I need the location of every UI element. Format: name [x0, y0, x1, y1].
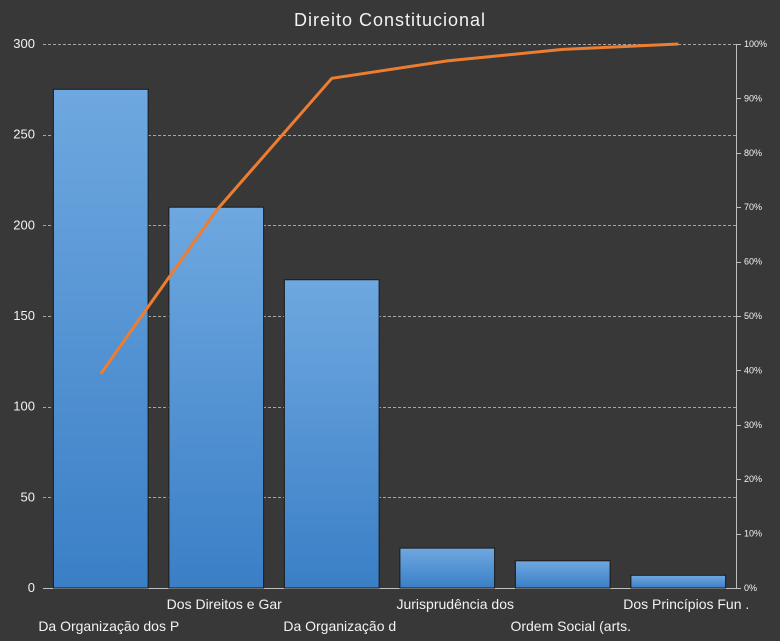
x-category-label: Dos Princípios Fun . [623, 596, 749, 612]
secondary-y-tick-label: 60% [744, 257, 762, 267]
y-tick-label: 150 [13, 308, 35, 323]
secondary-y-tick-label: 50% [744, 311, 762, 321]
secondary-y-tick-label: 20% [744, 474, 762, 484]
secondary-y-tick-label: 0% [744, 583, 757, 593]
y-tick-label: 250 [13, 127, 35, 142]
bar-2 [168, 206, 265, 589]
cumulative-line-layer [99, 42, 679, 375]
y-tick-label: 100 [13, 399, 35, 414]
bar-3 [283, 279, 380, 589]
chart-title: Direito Constitucional [294, 10, 486, 30]
bars [52, 88, 727, 589]
secondary-y-tick-label: 100% [744, 39, 767, 49]
secondary-y-tick-label: 30% [744, 420, 762, 430]
y-tick-label: 200 [13, 217, 35, 232]
x-category-label: Jurisprudência dos [396, 596, 514, 612]
y-tick-label: 50 [21, 489, 35, 504]
x-category-label: Da Organização d [283, 618, 396, 634]
bar-4 [399, 547, 496, 589]
secondary-y-tick-label: 40% [744, 365, 762, 375]
bar-6 [630, 574, 727, 589]
gridlines [43, 44, 736, 498]
axes [43, 44, 741, 589]
x-category-label: Dos Direitos e Gar [167, 596, 282, 612]
y-tick-label: 0 [28, 580, 35, 595]
secondary-y-tick-label: 90% [744, 93, 762, 103]
secondary-y-tick-label: 80% [744, 148, 762, 158]
x-category-label: Ordem Social (arts. [510, 618, 631, 634]
y-tick-label: 300 [13, 36, 35, 51]
x-category-label: Da Organização dos P [38, 618, 179, 634]
bar-5 [514, 560, 611, 589]
secondary-y-tick-label: 70% [744, 202, 762, 212]
bar-1 [52, 88, 149, 589]
tick-labels: 0 50 100 150 200 250 300 0% 10% 20% 30% 40% 50% 60% 70… [13, 36, 767, 634]
secondary-y-tick-label: 10% [744, 529, 762, 539]
cumulative-percent-line [99, 42, 679, 375]
